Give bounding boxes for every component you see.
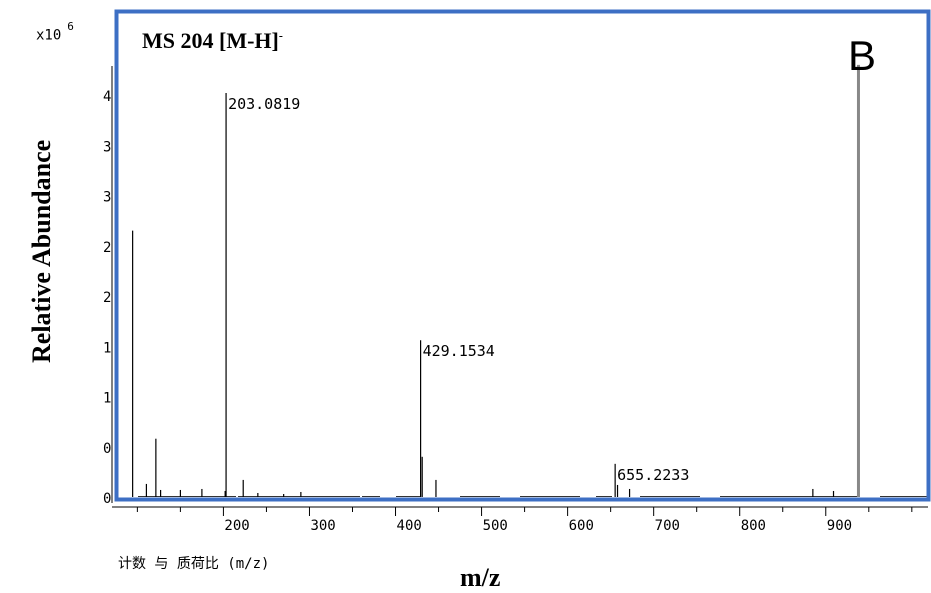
exponent-power: 6 xyxy=(67,20,74,33)
footer-axis-label: 计数 与 质荷比 (m/z) xyxy=(118,556,270,572)
y-tick-label: 1 xyxy=(103,391,111,407)
x-tick-label: 400 xyxy=(397,518,422,534)
panel-letter: B xyxy=(848,32,877,79)
x-tick-label: 300 xyxy=(310,518,335,534)
exponent-label: x10 6 xyxy=(36,20,74,44)
panel-frame xyxy=(114,9,931,502)
x-tick-label: 700 xyxy=(655,518,680,534)
y-tick-label: 0 xyxy=(103,491,111,507)
y-tick-label: 4 xyxy=(103,89,111,105)
panel-title-text: MS 204 [M-H] xyxy=(142,28,279,53)
peak-annotations: 203.0819 429.1534 655.2233 xyxy=(228,95,689,484)
panel-title-charge: - xyxy=(278,28,283,43)
y-tick-label: 2 xyxy=(103,290,111,306)
x-axis-ticks: 200 300 400 500 600 700 800 900 xyxy=(136,507,913,534)
x-tick-label: 600 xyxy=(569,518,594,534)
x-tick-label: 800 xyxy=(741,518,766,534)
peak-lines xyxy=(132,64,860,497)
peak-annotation: 203.0819 xyxy=(228,95,300,113)
peak-annotation: 429.1534 xyxy=(423,342,495,360)
y-tick-label: 3 xyxy=(103,190,111,206)
x-tick-label: 900 xyxy=(827,518,852,534)
x-axis-label: m/z xyxy=(460,563,501,592)
panel-title: MS 204 [M-H]- xyxy=(142,28,283,54)
peak-annotation: 655.2233 xyxy=(617,466,689,484)
exponent-base: x10 xyxy=(36,27,62,44)
x-tick-label: 500 xyxy=(483,518,508,534)
x-tick-label: 200 xyxy=(224,518,249,534)
